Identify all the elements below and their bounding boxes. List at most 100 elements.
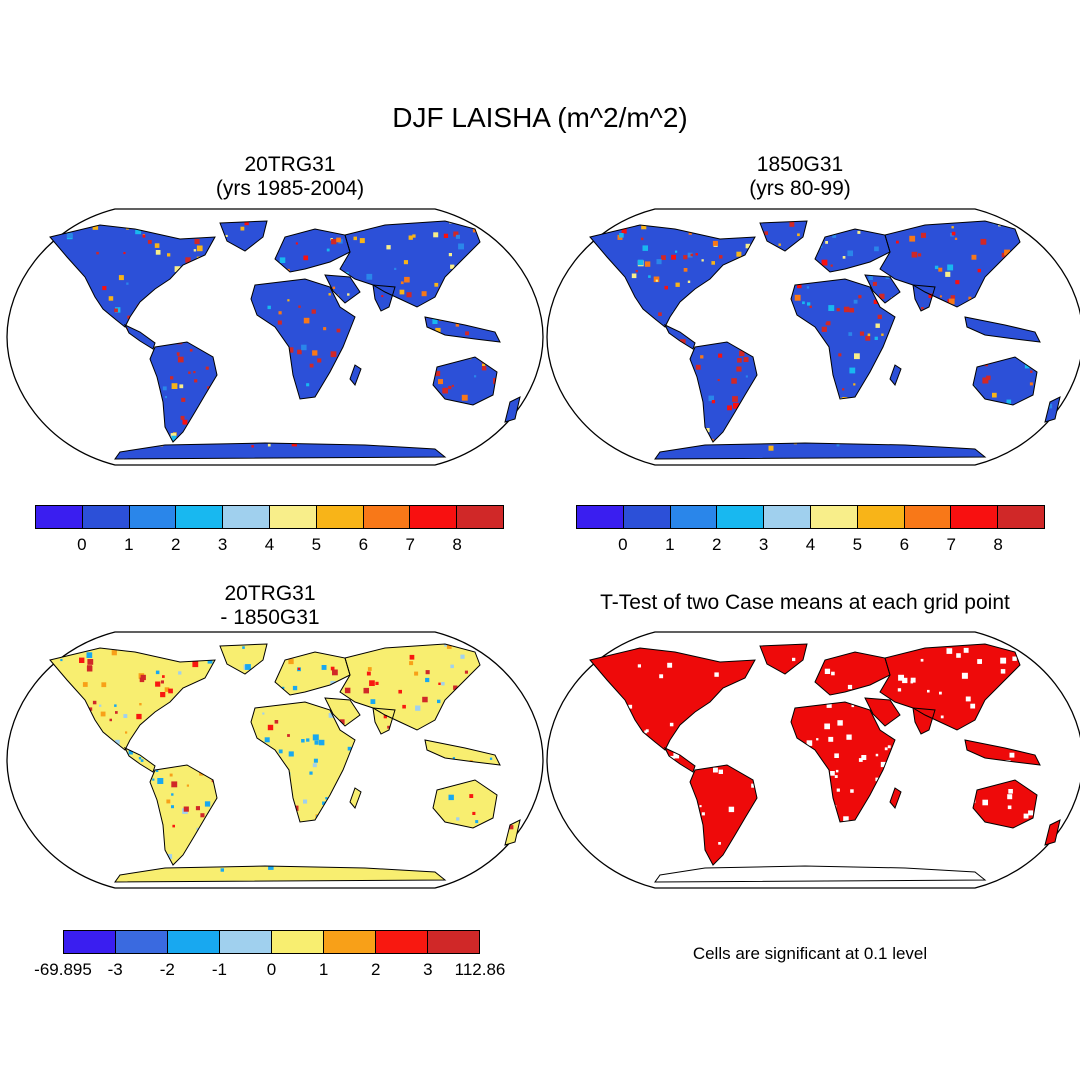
panel-bottom-left-title-line2: - 1850G31: [220, 606, 320, 629]
colorbar-tick-label: 0: [618, 535, 628, 554]
coastline-north-america: [589, 224, 756, 328]
colorbar-swatch: [129, 506, 177, 528]
colorbar-swatch: [272, 931, 324, 953]
map-1850g31: [545, 207, 1080, 467]
colorbar-swatch: [176, 506, 224, 528]
colorbar-swatch: [36, 506, 83, 528]
colorbar-tick-label: 2: [711, 535, 722, 554]
coastline-south-america: [689, 341, 758, 443]
panel-top-right-title-line2: (yrs 80-99): [749, 177, 851, 200]
colorbar-swatch: [457, 506, 503, 528]
colorbar-tick-label: 3: [758, 535, 769, 554]
panel-top-left-title-line1: 20TRG31: [244, 153, 336, 176]
coastline-asia: [339, 220, 481, 308]
coastline-indonesia: [424, 316, 501, 343]
colorbar-tick-label: 0: [77, 535, 87, 554]
coastline-africa: [790, 278, 896, 400]
coastline-madagascar: [889, 787, 902, 809]
figure-title: DJF LAISHA (m^2/m^2): [392, 102, 688, 133]
panel-bottom-left-title-line1: 20TRG31: [224, 582, 316, 605]
map-ttest: [545, 630, 1080, 890]
coastline-antarctica: [654, 442, 987, 460]
coastline-central-america: [663, 323, 696, 350]
coastline-australia: [432, 356, 498, 406]
coastline-new-zealand: [504, 819, 521, 846]
coastline-australia: [972, 356, 1038, 406]
colorbar-swatch: [223, 506, 270, 528]
colorbar-swatch: [168, 931, 220, 953]
colorbar-tick-label: 0: [266, 960, 277, 979]
significance-note: Cells are significant at 0.1 level: [692, 944, 928, 963]
coastline-asia: [879, 220, 1021, 308]
coastline-central-america: [123, 323, 156, 350]
colorbar-tick-label: 6: [899, 535, 910, 554]
coastline-arabia: [324, 274, 361, 304]
panel-top-left-title: 20TRG31 (yrs 1985-2004): [40, 153, 540, 201]
map-1850g31-svg: [546, 208, 1080, 466]
colorbar-tick-label: 1: [124, 535, 134, 554]
colorbar-swatch: [220, 931, 272, 953]
colorbar-swatch: [670, 506, 718, 528]
colorbar-1850g31: [576, 505, 1045, 529]
colorbar-swatch: [116, 931, 168, 953]
coastline-central-america: [123, 746, 156, 773]
coastline-india: [912, 707, 936, 735]
colorbar-swatch: [577, 506, 624, 528]
coastline-asia: [879, 643, 1021, 731]
coastline-arabia: [864, 274, 901, 304]
colorbar-swatch: [410, 506, 458, 528]
colorbar-swatch: [951, 506, 999, 528]
coastline-new-zealand: [1044, 819, 1061, 846]
colorbar-tick-label: 7: [946, 535, 956, 554]
panel-top-right-title-line1: 1850G31: [756, 153, 844, 176]
coastline-madagascar: [349, 364, 362, 386]
colorbar-swatch: [376, 931, 428, 953]
colorbar-tick-label: 3: [423, 960, 433, 979]
coastline-indonesia: [964, 739, 1041, 766]
coastline-india: [372, 707, 396, 735]
colorbar-swatch: [363, 506, 411, 528]
colorbar-swatch: [764, 506, 811, 528]
panel-top-right-title: 1850G31 (yrs 80-99): [540, 153, 1060, 201]
colorbar-tick-label: 112.86: [454, 960, 506, 979]
coastline-asia: [339, 643, 481, 731]
map-20trg31: [5, 207, 545, 467]
colorbar-tick-label: 8: [993, 535, 1003, 554]
colorbar-tick-label: 1: [665, 535, 675, 554]
colorbar-swatch: [269, 506, 317, 528]
colorbar-tick-label: 4: [264, 535, 275, 554]
coastline-south-america: [149, 341, 218, 443]
colorbar-swatch: [998, 506, 1044, 528]
coastline-antarctica: [114, 442, 447, 460]
colorbar-tick-label: -1: [211, 960, 227, 979]
coastline-africa: [250, 278, 356, 400]
colorbar-tick-label: 5: [311, 535, 322, 554]
colorbar-tick-label: 3: [217, 535, 228, 554]
coastline-antarctica: [654, 865, 987, 883]
coastline-greenland: [759, 643, 808, 675]
colorbar-swatch: [904, 506, 952, 528]
colorbar-20trg31: [35, 505, 504, 529]
panel-bottom-right-title: T-Test of two Case means at each grid po…: [550, 591, 1060, 615]
panel-bottom-right-title-line1: T-Test of two Case means at each grid po…: [600, 591, 1010, 614]
colorbar-tick-label: 6: [358, 535, 369, 554]
colorbar-tick-label: -69.895: [34, 960, 92, 979]
coastline-madagascar: [349, 787, 362, 809]
map-difference-svg: [6, 631, 544, 889]
coastline-africa: [250, 701, 356, 823]
colorbar-difference: [63, 930, 480, 954]
colorbar-tick-label: -3: [107, 960, 123, 979]
coastline-south-america: [149, 764, 218, 866]
coastline-north-america: [49, 647, 216, 751]
coastline-south-america: [689, 764, 758, 866]
coastline-new-zealand: [504, 396, 521, 423]
colorbar-swatch: [64, 931, 116, 953]
coastline-central-america: [663, 746, 696, 773]
panel-top-left-title-line2: (yrs 1985-2004): [215, 177, 365, 200]
coastline-new-zealand: [1044, 396, 1061, 423]
coastline-africa: [790, 701, 896, 823]
colorbar-swatch: [717, 506, 765, 528]
coastline-greenland: [219, 220, 268, 252]
colorbar-tick-label: 2: [170, 535, 181, 554]
colorbar-tick-label: 8: [452, 535, 462, 554]
